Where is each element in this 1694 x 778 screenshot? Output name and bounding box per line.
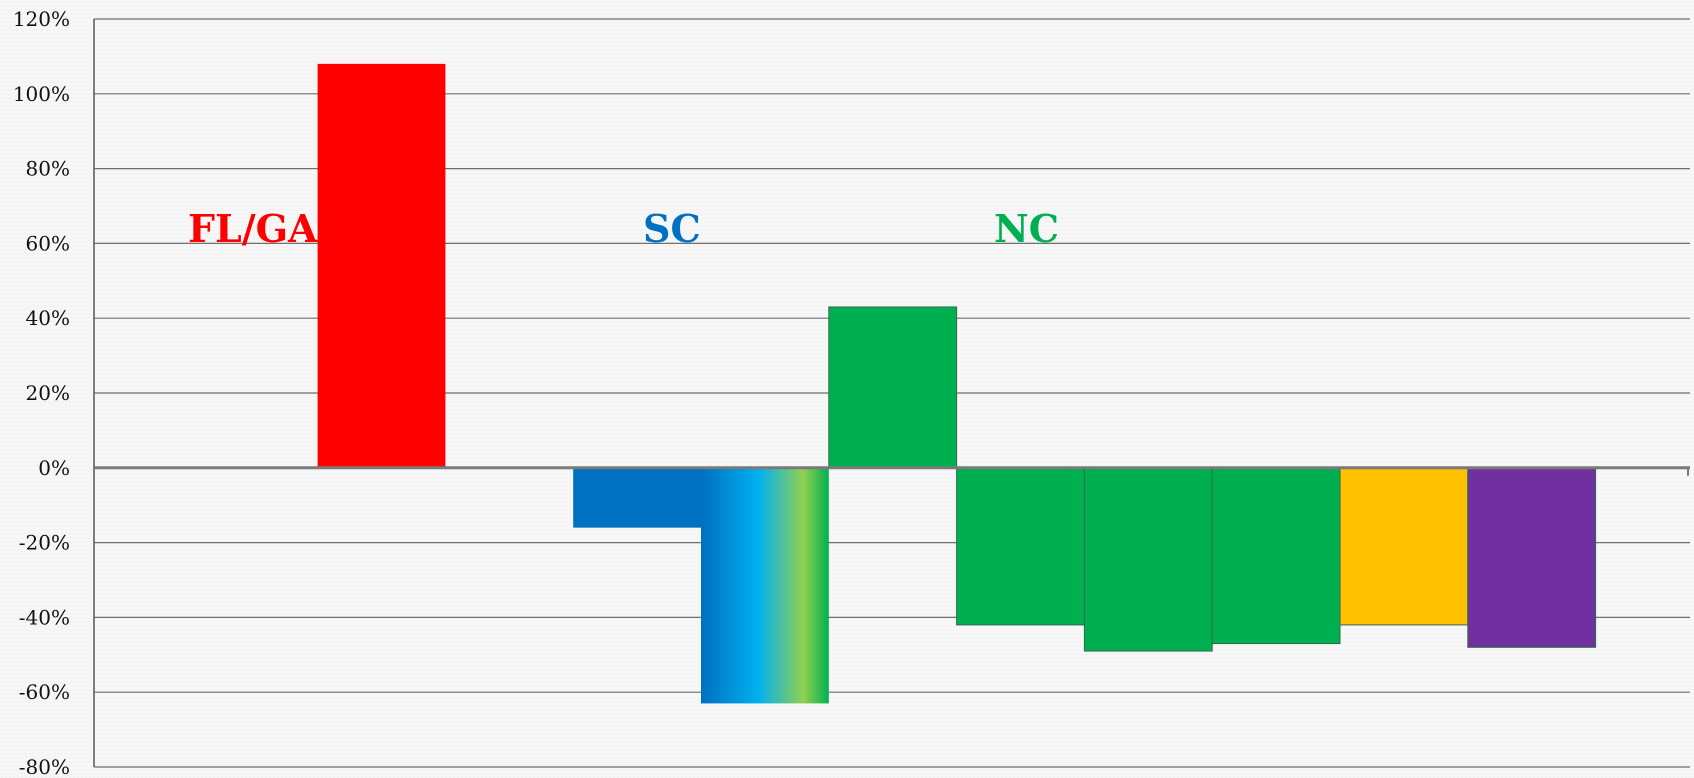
y-tick-label: 120% [13,7,70,31]
bar [317,63,446,468]
bar [1339,467,1469,626]
annotation-sc: SC [643,206,701,251]
y-tick-label: 0% [38,456,70,480]
annotation-nc: NC [994,206,1059,251]
y-tick-label: 60% [26,231,70,255]
bars [317,63,1597,704]
y-tick-label: 80% [26,157,70,181]
axes [93,19,1690,767]
bar [956,467,1085,626]
bar [828,306,958,469]
y-tick-label: -40% [19,605,70,629]
annotation-fl-ga: FL/GA [188,206,318,251]
bar [701,467,829,704]
y-axis-tick-labels: 120% 100% 80% 60% 40% 20% 0% -20% -40% -60% -80% [13,7,70,778]
y-tick-label: 40% [26,306,70,330]
y-tick-label: -80% [19,755,70,778]
y-tick-label: -20% [19,531,70,555]
bar [1211,467,1341,645]
bar [573,467,701,528]
y-tick-label: 100% [13,82,70,106]
region-annotations: FL/GA SC NC [188,206,1059,251]
bar [1467,467,1597,648]
y-tick-label: 20% [26,381,70,405]
bar [1083,467,1213,652]
y-tick-label: -60% [19,680,70,704]
